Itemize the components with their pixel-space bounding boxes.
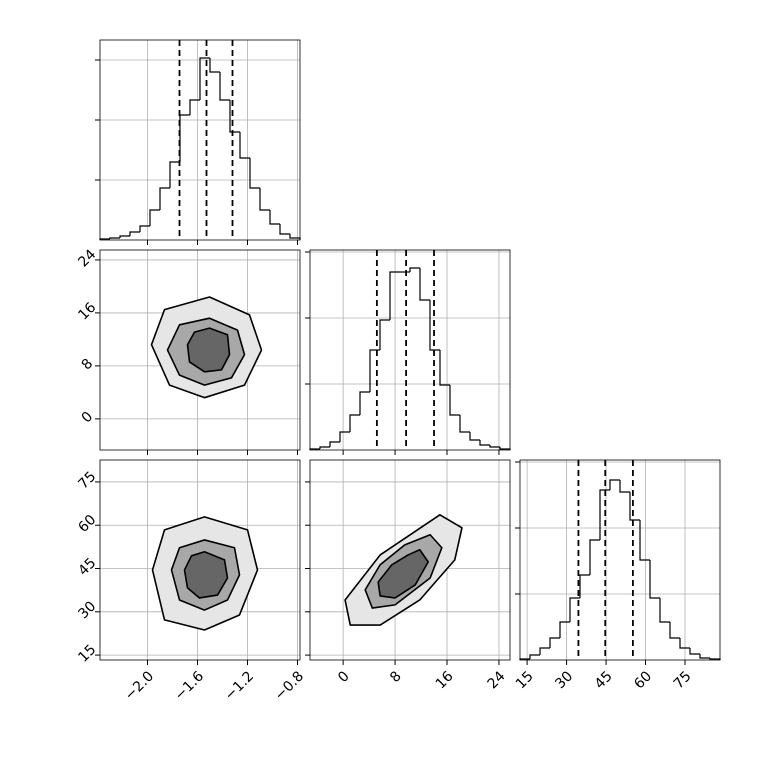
x-tick-label: 0 [335,668,353,686]
histogram-step [559,621,570,638]
histogram-step [699,654,710,659]
histogram-step [239,132,250,159]
histogram-step [119,235,130,238]
histogram-step [409,267,420,272]
panel: −2.0 −1.6 −1.2 −0.8 15 30 45 60 75 [75,459,307,704]
histogram-step [649,560,660,599]
histogram-step [209,58,220,73]
histogram-step [579,574,590,598]
y-tick-label: 60 [75,512,99,536]
y-tick-label: 30 [75,598,99,622]
histogram-step [269,210,280,225]
histogram-step [549,637,560,648]
panel: 15 30 45 60 75 [513,459,721,692]
histogram-step [219,72,230,101]
histogram-step [639,520,650,561]
histogram-step [329,441,340,447]
x-tick-label: 24 [485,668,509,692]
y-tick-label: 75 [75,469,99,493]
y-tick-label: 15 [75,642,99,666]
x-tick-label: 75 [671,668,695,692]
histogram-step [689,648,700,655]
contour [377,548,429,599]
histogram-step [499,447,511,450]
x-tick-label: 16 [433,668,457,692]
histogram-step [539,647,550,655]
histogram-step [599,489,610,540]
x-tick-label: −0.8 [272,668,307,703]
histogram-step [629,492,640,521]
histogram-step [459,415,470,433]
panel [95,39,301,245]
histogram-step [189,99,200,115]
histogram-step [169,161,180,188]
x-tick-label: −2.0 [122,668,157,703]
histogram-step [199,57,210,100]
histogram-step [289,234,301,240]
histogram-step [469,432,480,441]
y-tick-label: 24 [75,247,99,271]
contour [186,327,231,373]
histogram-step [359,391,370,415]
x-tick-label: 8 [387,668,405,686]
panel: 0 8 16 24 [305,459,511,692]
histogram-step [339,431,350,442]
histogram-step [589,539,600,575]
x-tick-label: −1.6 [172,668,207,703]
histogram-step [109,237,120,239]
x-tick-label: −1.2 [222,668,257,703]
axes-frame [99,39,301,241]
x-tick-label: 45 [592,668,616,692]
x-tick-label: 60 [631,668,655,692]
contour [183,550,229,599]
histogram-step [379,319,390,350]
histogram-step [619,480,630,493]
histogram-step [149,209,160,226]
axes-frame [519,459,721,661]
histogram-step [609,479,620,490]
axes-frame [309,249,511,451]
panel [305,249,511,455]
histogram-step [319,446,330,449]
histogram-step [349,414,360,432]
x-tick-label: 30 [552,668,576,692]
histogram-step [569,597,580,622]
histogram-step [529,654,540,659]
histogram-step [159,187,170,210]
histogram-step [179,114,190,162]
histogram-step [389,271,400,320]
histogram-step [479,440,490,446]
y-tick-label: 45 [75,555,99,579]
y-tick-label: 0 [79,409,97,427]
histogram-step [659,598,670,623]
y-tick-label: 16 [75,299,99,323]
histogram-step [279,224,290,235]
histogram-step [369,349,380,392]
histogram-step [679,638,690,649]
histogram-step [439,350,450,386]
histogram-step [129,231,140,236]
histogram-step [449,385,460,416]
panel: 0 8 16 24 [75,247,301,455]
histogram-step [249,158,260,189]
histogram-step [229,100,240,133]
histogram-step [419,268,430,301]
axes-frame [99,249,301,451]
histogram-step [139,225,150,232]
histogram-step [429,300,440,351]
histogram-step [669,622,680,639]
axes-frame [99,459,301,661]
histogram-step [259,188,270,211]
histogram-step [489,445,500,448]
axes-frame [309,459,511,661]
y-tick-label: 8 [79,356,97,374]
x-tick-label: 15 [513,668,537,692]
